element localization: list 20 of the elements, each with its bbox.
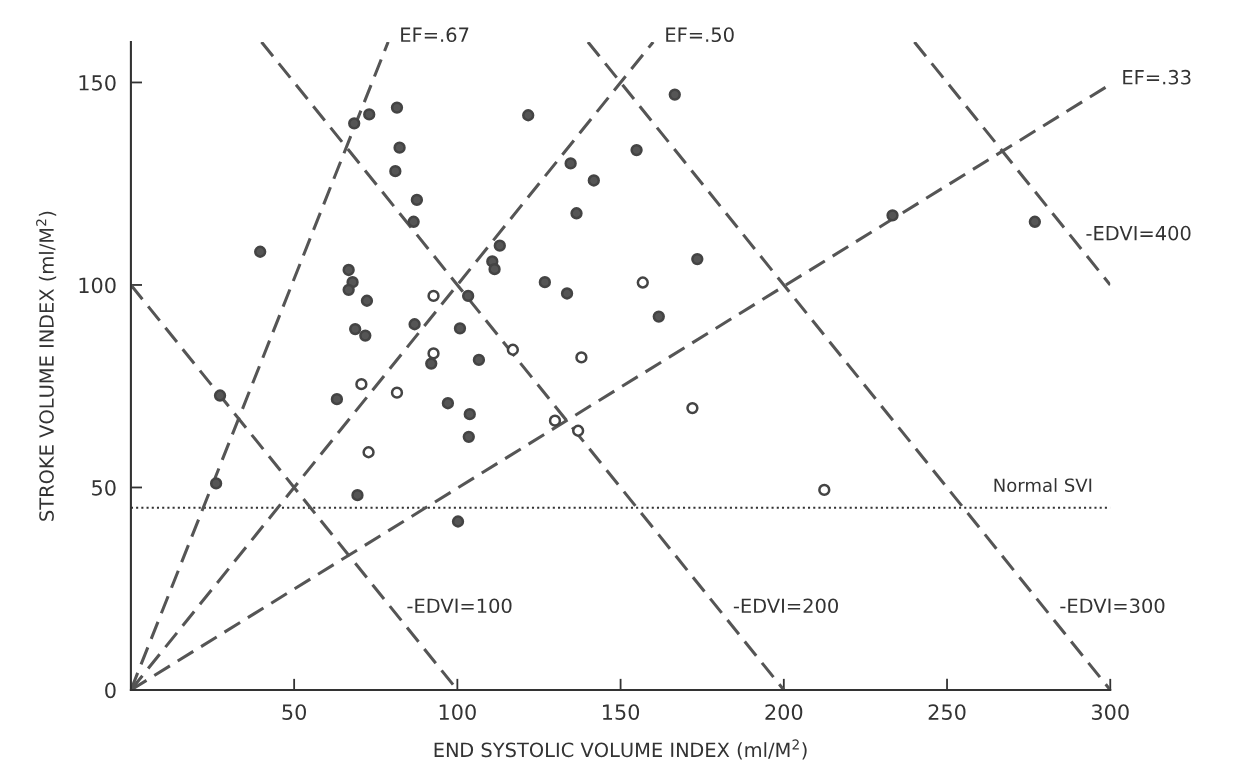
annotation: EF=.33 xyxy=(1123,69,1191,85)
annotation: -EDVI=100 xyxy=(407,598,512,614)
x-tick-label: 150 xyxy=(602,704,640,720)
annotation: -EDVI=300 xyxy=(1060,598,1165,614)
annotation: -EDVI=200 xyxy=(733,598,838,614)
annotation: -EDVI=400 xyxy=(1086,225,1191,241)
x-tick-label: 50 xyxy=(282,704,307,720)
x-tick-label: 200 xyxy=(765,704,803,720)
x-tick-label: 250 xyxy=(928,704,966,720)
y-tick-label: 150 xyxy=(79,74,116,91)
x-tick-label: 300 xyxy=(1091,704,1129,720)
x-tick-label: 100 xyxy=(439,704,476,720)
y-tick-label: 100 xyxy=(79,277,116,294)
y-axis-title: STROKE VOLUME INDEX (ml/M$^{2}$) xyxy=(36,211,57,521)
annotation: EF=.50 xyxy=(666,27,734,43)
y-tick-label: 0 xyxy=(105,682,116,699)
annotation: EF=.67 xyxy=(401,27,469,43)
x-axis-title: END SYSTOLIC VOLUME INDEX (ml/M$^{2}$) xyxy=(434,739,807,760)
ref-line-label: Normal SVI xyxy=(994,478,1092,493)
y-tick-label: 50 xyxy=(92,479,116,496)
